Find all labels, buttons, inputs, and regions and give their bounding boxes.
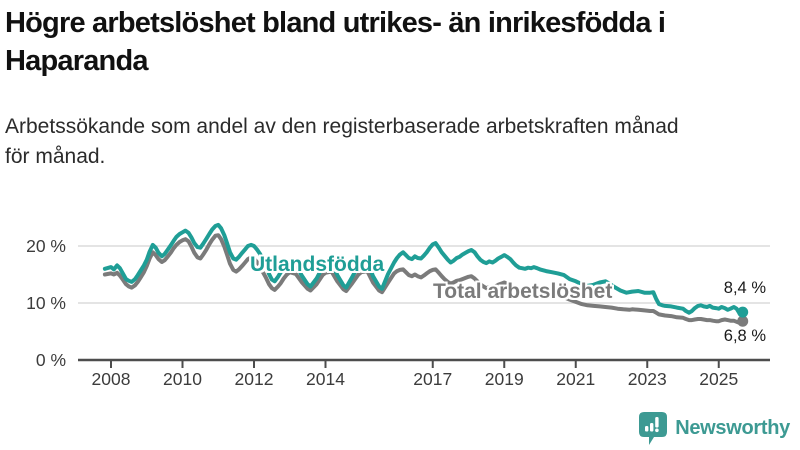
x-tick-label: 2023 bbox=[628, 369, 667, 389]
x-tick-label: 2012 bbox=[235, 369, 274, 389]
page-title: Högre arbetslöshet bland utrikes- än inr… bbox=[5, 4, 666, 80]
y-tick-label: 0 % bbox=[36, 350, 66, 370]
logo-exclamation-bar bbox=[655, 417, 659, 428]
series-end-dot-total bbox=[737, 315, 749, 327]
x-tick-label: 2010 bbox=[163, 369, 202, 389]
series-label-utlandsfodda: Utlandsfödda bbox=[250, 253, 385, 276]
series-end-dot-utlandsfodda bbox=[737, 306, 749, 318]
newsworthy-logo-text: Newsworthy bbox=[675, 417, 790, 439]
logo-bar-2 bbox=[650, 423, 654, 432]
x-tick-label: 2014 bbox=[306, 369, 345, 389]
page-title-line1: Högre arbetslöshet bland utrikes- än inr… bbox=[5, 7, 666, 39]
x-tick-label: 2025 bbox=[699, 369, 738, 389]
page-subtitle-line1: Arbetssökande som andel av den registerb… bbox=[5, 115, 679, 138]
end-value-label-utlandsfodda: 8,4 % bbox=[723, 279, 766, 297]
page-title-line2: Haparanda bbox=[5, 45, 148, 77]
page-subtitle-line2: för månad. bbox=[5, 145, 106, 168]
y-tick-label: 20 % bbox=[26, 236, 66, 256]
x-tick-label: 2021 bbox=[556, 369, 595, 389]
newsworthy-logo: Newsworthy bbox=[638, 411, 790, 446]
series-line-total bbox=[102, 233, 745, 325]
series-label-total-arbetsloshet: Total arbetslöshet bbox=[433, 280, 613, 303]
newsworthy-logo-icon bbox=[639, 412, 668, 445]
x-tick-label: 2019 bbox=[485, 369, 524, 389]
logo-exclamation-dot bbox=[655, 428, 659, 433]
logo-bar-1 bbox=[645, 426, 649, 432]
page-subtitle: Arbetssökande som andel av den registerb… bbox=[5, 112, 679, 172]
x-tick-label: 2008 bbox=[92, 369, 131, 389]
y-tick-label: 10 % bbox=[26, 293, 66, 313]
x-tick-label: 2017 bbox=[413, 369, 452, 389]
series-line-utlandsfodda bbox=[102, 222, 745, 316]
end-value-label-total: 6,8 % bbox=[723, 327, 766, 345]
